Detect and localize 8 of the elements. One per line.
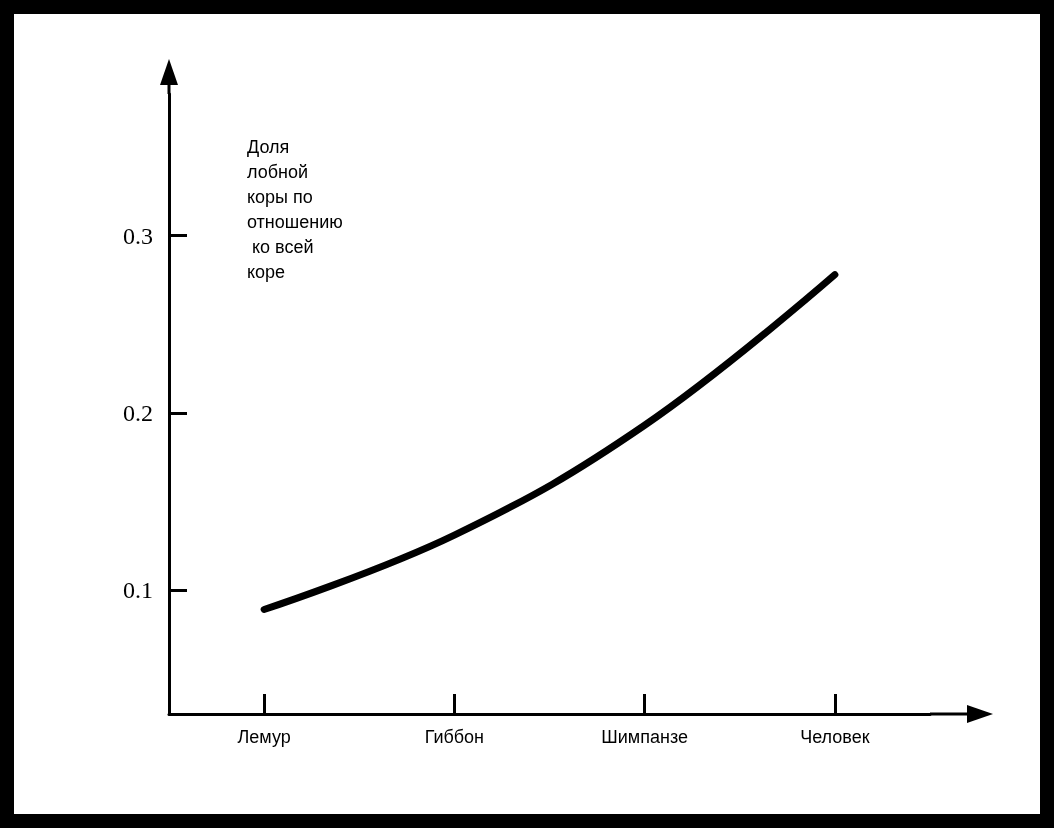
y-axis-title: Доля лобной коры по отношению ко всей коре [247, 136, 343, 282]
x-tick-label: Человек [800, 727, 870, 747]
x-tick-label: Лемур [237, 727, 291, 747]
y-tick-label: 0.1 [123, 577, 153, 603]
x-tick-label: Шимпанзе [601, 727, 688, 747]
y-tick-label: 0.3 [123, 222, 153, 249]
y-tick-label: 0.2 [123, 399, 153, 426]
x-tick-label: Гиббон [424, 727, 485, 747]
